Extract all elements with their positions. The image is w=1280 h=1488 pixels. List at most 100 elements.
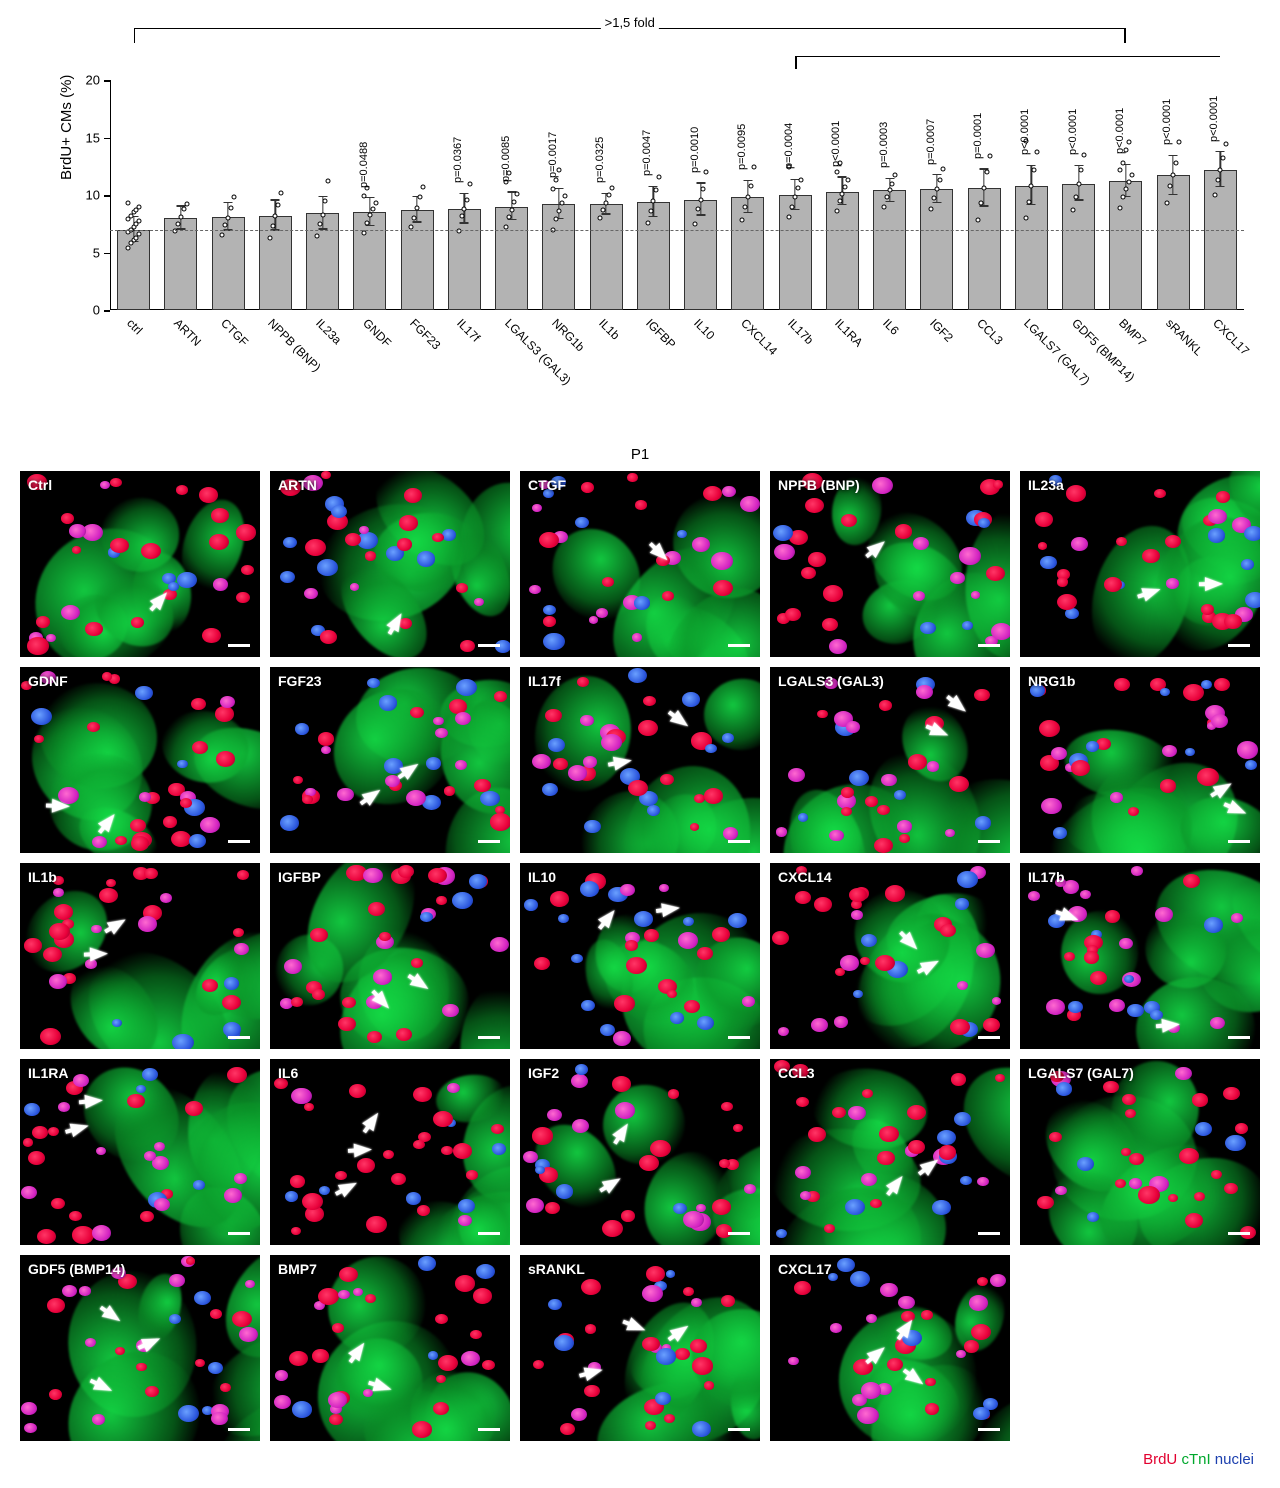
scatter-point (846, 178, 851, 183)
scatter-point (751, 165, 756, 170)
bar-group: p<0.0001GDF5 (BMP14) (1055, 80, 1102, 310)
cell-field (770, 471, 1010, 657)
bar-group: p=0.0007IGF2 (913, 80, 960, 310)
scatter-point (893, 173, 898, 178)
bar (164, 218, 197, 310)
error-cap (696, 182, 705, 183)
error-cap (696, 214, 705, 215)
scatter-point (887, 188, 892, 193)
y-tick (104, 310, 110, 312)
error-cap (1027, 165, 1036, 166)
error-cap (1169, 194, 1178, 195)
bar-group: FGF23 (394, 80, 441, 310)
panel-label: IGF2 (528, 1065, 559, 1081)
scatter-point (1212, 193, 1217, 198)
cell-field (20, 1059, 260, 1245)
scatter-point (1029, 183, 1034, 188)
x-tick-label: NRG1b (549, 316, 587, 354)
panel-label: IL17b (1028, 869, 1065, 885)
scatter-point (317, 221, 322, 226)
x-tick-label: IGF2 (927, 316, 956, 345)
scatter-point (645, 220, 650, 225)
scale-bar (478, 1232, 500, 1235)
scale-bar (1228, 1232, 1250, 1235)
bar-group: p=0.0017NRG1b (535, 80, 582, 310)
panel-label: FGF23 (278, 673, 322, 689)
p-value: p=0.0017 (547, 132, 559, 178)
y-tick-label: 10 (86, 188, 100, 203)
scatter-point (890, 181, 895, 186)
micrograph-panel: IGF2 (520, 1059, 760, 1245)
scatter-point (648, 209, 653, 214)
legend-brdu: BrdU (1143, 1451, 1177, 1468)
scatter-point (1221, 156, 1226, 161)
scale-bar (978, 1428, 1000, 1431)
scatter-point (512, 199, 517, 204)
scatter-point (465, 197, 470, 202)
panel-label: NRG1b (1028, 673, 1075, 689)
panel-label: sRANKL (528, 1261, 585, 1277)
p-value: p=0.0010 (689, 126, 701, 172)
error-cap (554, 188, 563, 189)
p-value: p=0.0325 (594, 137, 606, 183)
scatter-point (506, 214, 511, 219)
x-tick-label: IL17b (785, 316, 816, 347)
scatter-point (1224, 142, 1229, 147)
scatter-point (881, 204, 886, 209)
scatter-point (601, 207, 606, 212)
micrograph-panel: IL10 (520, 863, 760, 1049)
scatter-point (976, 218, 981, 223)
panel-label: CCL3 (778, 1065, 815, 1081)
error-cap (318, 196, 327, 197)
micrograph-panel: IGFBP (270, 863, 510, 1049)
p-value: p=0.0047 (641, 130, 653, 176)
scale-bar (728, 644, 750, 647)
cell-field (520, 471, 760, 657)
scatter-point (362, 194, 367, 199)
scatter-point (181, 206, 186, 211)
error-cap (365, 197, 374, 198)
scatter-point (1118, 167, 1123, 172)
y-tick (104, 195, 110, 197)
p-value: p<0.0001 (830, 121, 842, 167)
p-value: p=0.0367 (452, 137, 464, 183)
micrograph-panel: LGALS3 (GAL3) (770, 667, 1010, 853)
scatter-point (701, 187, 706, 192)
scatter-point (1176, 140, 1181, 145)
scatter-point (137, 219, 142, 224)
scatter-point (270, 224, 275, 229)
scale-bar (1228, 1036, 1250, 1039)
micrograph-panel: ARTN (270, 471, 510, 657)
x-tick-label: CXCL14 (738, 316, 780, 358)
scatter-point (509, 207, 514, 212)
x-tick-label: sRANKL (1163, 316, 1205, 358)
scatter-point (459, 213, 464, 218)
scatter-point (184, 202, 189, 207)
scatter-point (940, 166, 945, 171)
scatter-point (556, 209, 561, 214)
scatter-point (1126, 180, 1131, 185)
panel-label: IL10 (528, 869, 556, 885)
scatter-point (1129, 173, 1134, 178)
scatter-point (704, 170, 709, 175)
error-cap (460, 222, 469, 223)
scatter-point (1171, 173, 1176, 178)
micrograph-panel: Ctrl (20, 471, 260, 657)
bar-group: p=0.0488GNDF (346, 80, 393, 310)
cell-field (770, 667, 1010, 853)
scatter-point (176, 221, 181, 226)
p-value: p<0.0001 (1067, 109, 1079, 155)
scatter-point (1026, 199, 1031, 204)
scatter-point (320, 212, 325, 217)
panel-label: IL1b (28, 869, 57, 885)
bar-group: p=0.0085LGALS3 (GAL3) (488, 80, 535, 310)
scatter-point (551, 187, 556, 192)
scatter-point (843, 184, 848, 189)
error-cap (932, 202, 941, 203)
micrograph-panel: LGALS7 (GAL7) (1020, 1059, 1260, 1245)
error-cap (932, 174, 941, 175)
cell-field (520, 1059, 760, 1245)
panel-label: IGFBP (278, 869, 321, 885)
error-cap (743, 180, 752, 181)
scatter-point (276, 203, 281, 208)
